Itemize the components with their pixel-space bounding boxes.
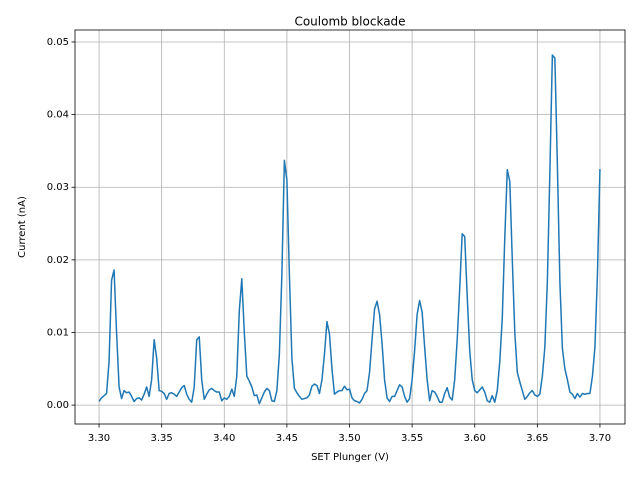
y-tick-label: 0.03 <box>47 182 69 193</box>
x-axis-label: SET Plunger (V) <box>311 452 389 463</box>
x-tick-label: 3.35 <box>151 433 173 444</box>
x-tick-label: 3.50 <box>338 433 360 444</box>
x-tick-label: 3.65 <box>526 433 548 444</box>
x-tick-label: 3.70 <box>589 433 611 444</box>
y-tick-label: 0.00 <box>47 400 69 411</box>
x-tick-label: 3.60 <box>464 433 486 444</box>
chart-title: Coulomb blockade <box>294 15 405 29</box>
data-line <box>98 54 601 405</box>
y-axis-label: Current (nA) <box>17 196 28 258</box>
y-tick-label: 0.01 <box>47 327 69 338</box>
y-tick-label: 0.05 <box>47 37 69 48</box>
x-tick-label: 3.45 <box>276 433 298 444</box>
x-tick-label: 3.40 <box>213 433 235 444</box>
plot-frame <box>74 29 626 425</box>
x-tick-label: 3.30 <box>88 433 110 444</box>
y-tick-label: 0.02 <box>47 255 69 266</box>
y-tick-label: 0.04 <box>47 110 69 121</box>
x-tick-label: 3.55 <box>401 433 423 444</box>
